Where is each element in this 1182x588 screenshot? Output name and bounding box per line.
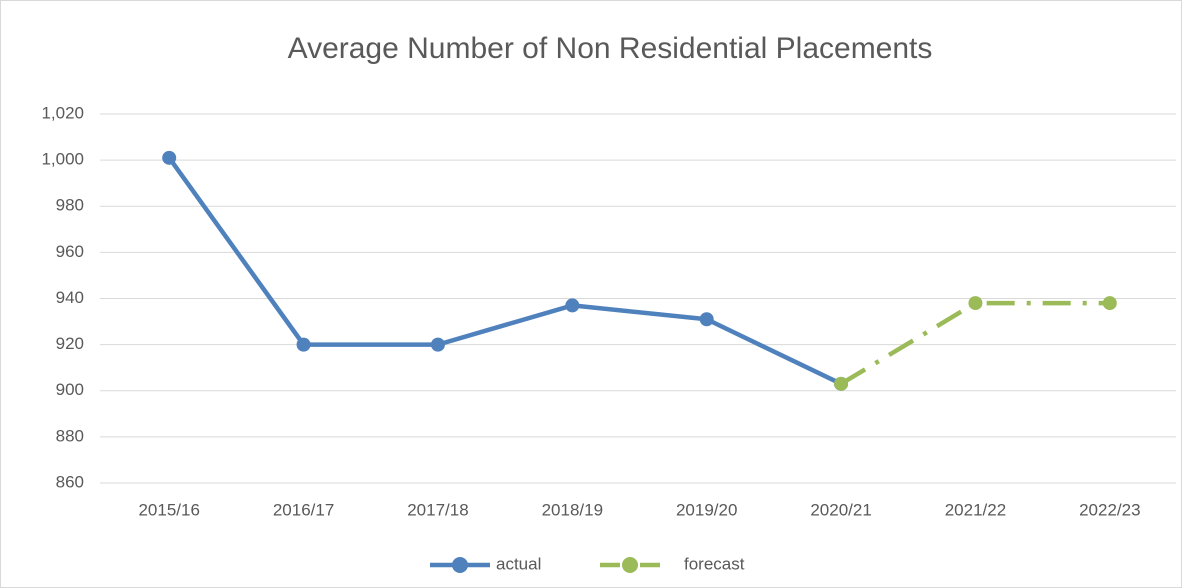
x-tick-label: 2020/21 — [810, 500, 871, 519]
x-tick-label: 2016/17 — [273, 500, 334, 519]
x-tick-label: 2017/18 — [407, 500, 468, 519]
y-tick-label: 860 — [56, 472, 84, 491]
x-tick-label: 2015/16 — [138, 500, 199, 519]
legend-marker — [622, 557, 638, 573]
series-line — [839, 300, 1110, 386]
y-tick-label: 980 — [56, 196, 84, 215]
marker — [430, 337, 445, 352]
legend-label: forecast — [684, 554, 745, 573]
marker — [162, 150, 177, 165]
x-tick-label: 2019/20 — [676, 500, 737, 519]
y-tick-label: 940 — [56, 288, 84, 307]
marker — [565, 298, 580, 313]
y-tick-label: 960 — [56, 242, 84, 261]
marker — [699, 312, 714, 327]
legend-label: actual — [496, 554, 541, 573]
marker — [296, 337, 311, 352]
y-tick-label: 920 — [56, 334, 84, 353]
chart-title: Average Number of Non Residential Placem… — [288, 32, 933, 65]
y-tick-label: 900 — [56, 380, 84, 399]
series-line — [167, 156, 843, 386]
x-tick-label: 2018/19 — [542, 500, 603, 519]
y-tick-label: 1,000 — [41, 150, 84, 169]
marker — [1102, 296, 1117, 311]
x-tick-label: 2021/22 — [945, 500, 1006, 519]
y-tick-label: 880 — [56, 426, 84, 445]
marker — [968, 296, 983, 311]
y-tick-label: 1,020 — [41, 103, 84, 122]
marker — [834, 376, 849, 391]
legend-marker — [452, 557, 468, 573]
x-tick-label: 2022/23 — [1079, 500, 1140, 519]
